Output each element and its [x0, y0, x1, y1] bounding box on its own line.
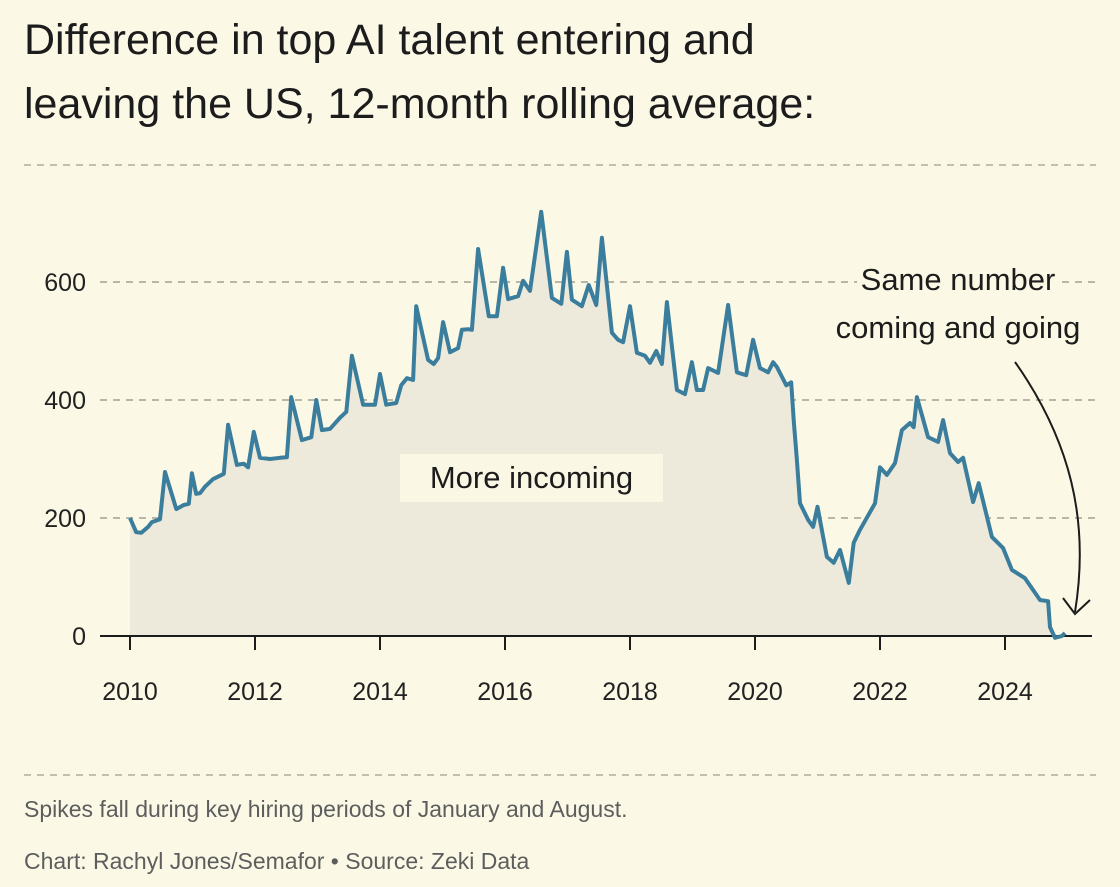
y-tick-label: 600: [44, 269, 86, 297]
x-tick-label: 2018: [602, 678, 658, 706]
chart-title-line-2: leaving the US, 12-month rolling average…: [24, 80, 816, 128]
x-tick-label: 2016: [477, 678, 533, 706]
annotation-same-number: Same number coming and going: [812, 256, 1104, 352]
y-tick-label: 200: [44, 505, 86, 533]
annotation-same-number-line-2: coming and going: [835, 310, 1081, 345]
annotation-arrowhead: [1062, 597, 1091, 616]
area-fill: [130, 211, 1065, 638]
chart-title: Difference in top AI talent entering and…: [24, 8, 815, 136]
y-tick-label: 0: [72, 623, 86, 651]
annotation-more-incoming: More incoming: [400, 454, 663, 502]
series-line: [128, 209, 1067, 640]
x-tick-label: 2020: [727, 678, 783, 706]
chart-title-line-1: Difference in top AI talent entering and: [24, 16, 755, 64]
chart-note: Spikes fall during key hiring periods of…: [24, 796, 628, 822]
annotation-arrow: [1014, 361, 1081, 613]
y-tick-label: 400: [44, 387, 86, 415]
x-tick-label: 2012: [227, 678, 283, 706]
x-tick-label: 2010: [102, 678, 158, 706]
x-tick-label: 2022: [852, 678, 908, 706]
annotation-same-number-line-1: Same number: [856, 256, 1060, 304]
x-tick-label: 2014: [352, 678, 408, 706]
x-tick-label: 2024: [977, 678, 1033, 706]
chart-credit: Chart: Rachyl Jones/Semafor • Source: Ze…: [24, 848, 530, 874]
